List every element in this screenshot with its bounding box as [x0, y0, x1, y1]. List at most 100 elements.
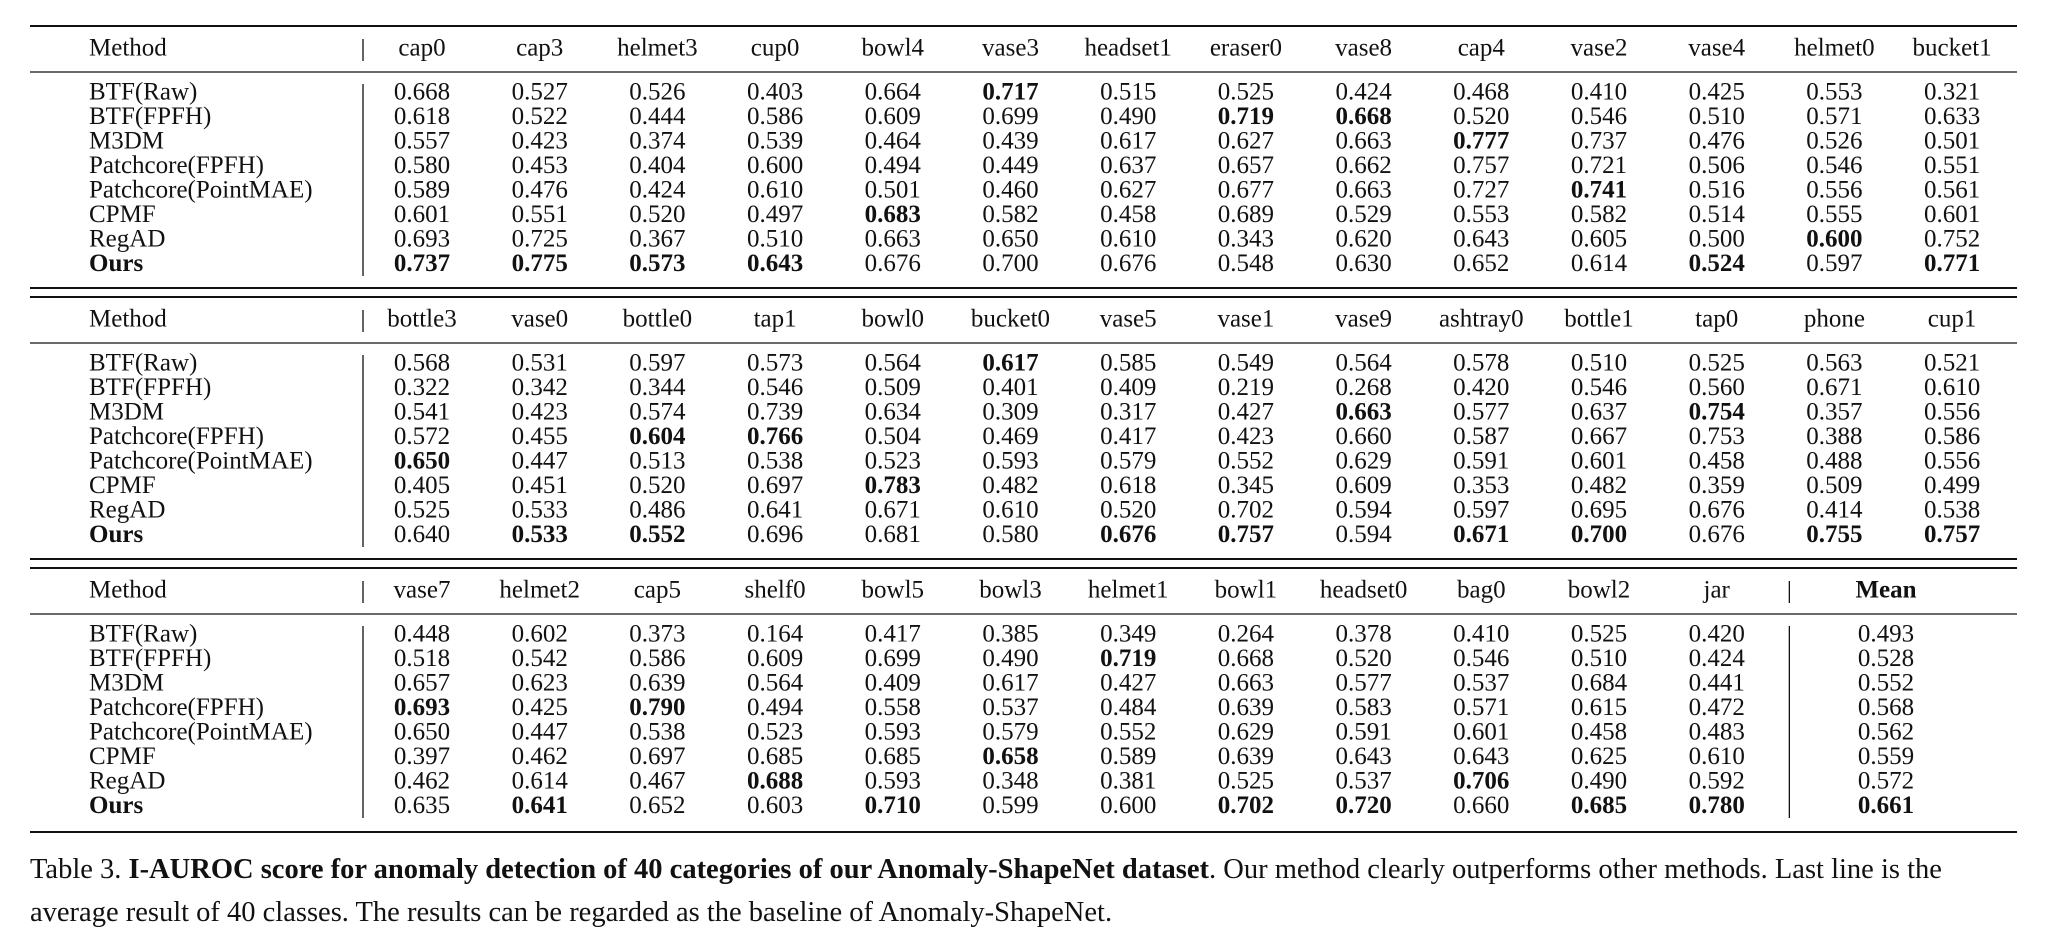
score-cell: 0.560	[1689, 374, 1745, 401]
score-cell: 0.510	[1571, 350, 1627, 377]
score-cell: 0.721	[1571, 152, 1627, 179]
column-header: bottle0	[623, 306, 692, 333]
score-cell: 0.527	[512, 79, 568, 106]
score-cell: 0.640	[394, 521, 450, 548]
score-cell: 0.526	[629, 79, 685, 106]
method-name: Patchcore(FPFH)	[89, 423, 264, 450]
score-cell: 0.409	[1100, 374, 1156, 401]
score-cell: 0.662	[1335, 152, 1391, 179]
score-cell: 0.417	[1100, 423, 1156, 450]
score-cell: 0.506	[1689, 152, 1745, 179]
score-cell: 0.580	[982, 521, 1038, 548]
score-cell: 0.594	[1335, 497, 1392, 524]
score-cell: 0.585	[1100, 350, 1156, 377]
column-header: ashtray0	[1439, 306, 1524, 333]
score-cell: 0.618	[1100, 472, 1156, 499]
score-cell: 0.587	[1453, 423, 1509, 450]
score-cell: 0.609	[865, 103, 921, 130]
score-cell: 0.484	[1100, 694, 1157, 721]
score-cell: 0.486	[629, 497, 685, 524]
score-cell: 0.727	[1453, 177, 1509, 204]
column-header: helmet2	[499, 577, 580, 604]
method-name: RegAD	[89, 226, 165, 253]
score-cell: 0.518	[394, 645, 450, 672]
method-name: BTF(Raw)	[89, 621, 197, 648]
method-name: M3DM	[89, 128, 164, 155]
score-cell: 0.572	[394, 423, 450, 450]
score-cell: 0.552	[1858, 670, 1914, 697]
score-cell: 0.523	[747, 719, 803, 746]
column-header: bowl4	[862, 35, 925, 62]
score-cell: 0.737	[1571, 128, 1627, 155]
score-cell: 0.676	[1100, 250, 1156, 277]
score-cell: 0.657	[1218, 152, 1274, 179]
score-cell: 0.537	[1335, 768, 1391, 795]
score-cell: 0.464	[865, 128, 922, 155]
score-cell: 0.345	[1218, 472, 1274, 499]
score-cell: 0.482	[982, 472, 1038, 499]
score-cell: 0.510	[747, 226, 803, 253]
score-cell: 0.388	[1806, 423, 1862, 450]
score-cell: 0.663	[1335, 399, 1391, 426]
score-cell: 0.737	[394, 250, 450, 277]
score-cell: 0.514	[1689, 201, 1746, 228]
score-cell: 0.753	[1689, 423, 1745, 450]
score-cell: 0.681	[865, 521, 921, 548]
score-cell: 0.639	[1218, 743, 1274, 770]
score-cell: 0.586	[1924, 423, 1980, 450]
score-cell: 0.684	[1571, 670, 1628, 697]
score-cell: 0.629	[1335, 448, 1391, 475]
column-header: tap1	[754, 306, 797, 333]
score-cell: 0.597	[629, 350, 685, 377]
score-cell: 0.321	[1924, 79, 1980, 106]
score-cell: 0.688	[747, 768, 803, 795]
score-cell: 0.520	[629, 472, 685, 499]
score-cell: 0.401	[982, 374, 1038, 401]
method-name: Ours	[89, 250, 143, 277]
score-cell: 0.664	[865, 79, 922, 106]
score-cell: 0.777	[1453, 128, 1509, 155]
results-table: Method cap0 cap3 helmet3 cup0 bowl4 vase3 heads…	[30, 25, 2017, 833]
score-cell: 0.700	[982, 250, 1038, 277]
method-name: RegAD	[89, 768, 165, 795]
method-name: BTF(FPFH)	[89, 374, 211, 401]
score-cell: 0.538	[629, 719, 685, 746]
score-cell: 0.520	[1100, 497, 1156, 524]
score-cell: 0.444	[629, 103, 686, 130]
method-name: CPMF	[89, 201, 156, 228]
score-cell: 0.483	[1689, 719, 1745, 746]
score-cell: 0.719	[1218, 103, 1274, 130]
score-cell: 0.467	[629, 768, 685, 795]
score-cell: 0.578	[1453, 350, 1509, 377]
score-cell: 0.374	[629, 128, 686, 155]
score-cell: 0.668	[394, 79, 450, 106]
score-cell: 0.469	[982, 423, 1038, 450]
score-cell: 0.592	[1689, 768, 1745, 795]
score-cell: 0.615	[1571, 694, 1627, 721]
score-cell: 0.710	[865, 792, 921, 819]
column-header: Method	[89, 306, 167, 333]
column-header: bowl2	[1568, 577, 1631, 604]
score-cell: 0.755	[1806, 521, 1862, 548]
score-cell: 0.367	[629, 226, 685, 253]
column-header: cup1	[1928, 306, 1977, 333]
method-name: CPMF	[89, 743, 156, 770]
score-cell: 0.515	[1100, 79, 1156, 106]
score-cell: 0.689	[1218, 201, 1274, 228]
method-name: Patchcore(FPFH)	[89, 694, 264, 721]
score-cell: 0.499	[1924, 472, 1980, 499]
score-cell: 0.702	[1218, 792, 1274, 819]
score-cell: 0.637	[1100, 152, 1156, 179]
method-name: BTF(Raw)	[89, 79, 197, 106]
score-cell: 0.546	[1806, 152, 1862, 179]
score-cell: 0.404	[629, 152, 686, 179]
method-name: Patchcore(FPFH)	[89, 152, 264, 179]
score-cell: 0.589	[394, 177, 450, 204]
score-cell: 0.342	[512, 374, 568, 401]
score-cell: 0.780	[1689, 792, 1745, 819]
column-header: bowl1	[1215, 577, 1278, 604]
score-cell: 0.571	[1806, 103, 1862, 130]
score-cell: 0.531	[512, 350, 568, 377]
score-cell: 0.790	[629, 694, 685, 721]
score-cell: 0.357	[1806, 399, 1862, 426]
